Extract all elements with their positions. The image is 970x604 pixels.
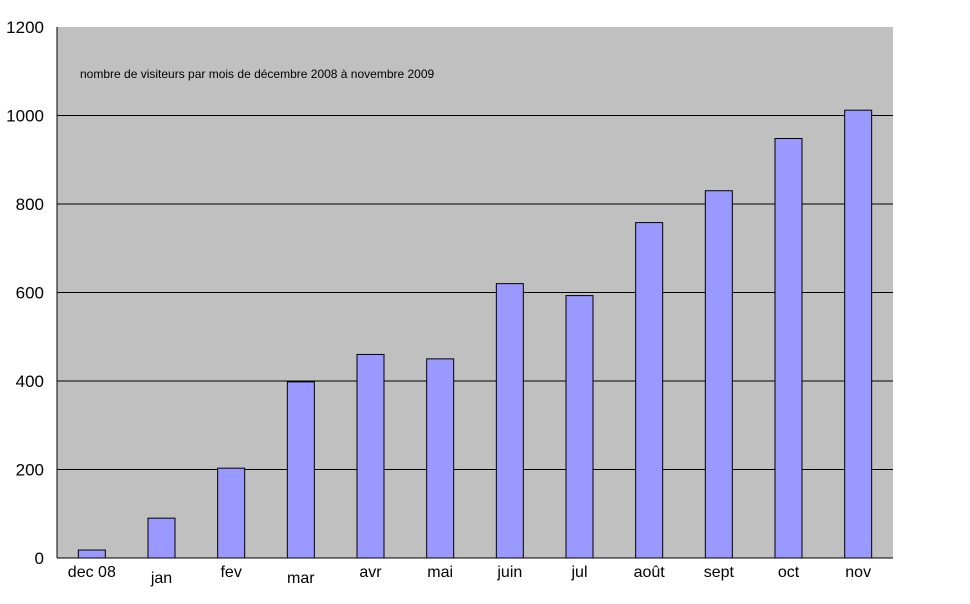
y-tick-label: 1200 (6, 18, 44, 37)
x-tick-label: mai (427, 564, 453, 581)
bar-2 (217, 467, 246, 559)
x-tick-label: jan (150, 570, 172, 587)
x-tick-labels: dec 08 jan fev mar avr mai juin jul août sept oct n… (68, 564, 871, 587)
bar-9 (704, 190, 733, 559)
bar-4 (356, 353, 385, 559)
bar-7 (565, 295, 594, 559)
bar-5 (426, 358, 455, 559)
y-tick-label: 400 (16, 372, 44, 391)
y-tick-label: 0 (35, 549, 44, 568)
y-tick-label: 600 (16, 284, 44, 303)
chart-title: nombre de visiteurs par mois de décembre… (80, 67, 435, 81)
x-tick-label: dec 08 (68, 564, 116, 581)
bars (77, 109, 873, 559)
x-tick-label: août (634, 564, 666, 581)
x-tick-label: mar (287, 570, 315, 587)
x-tick-label: nov (845, 564, 871, 581)
y-tick-label: 800 (16, 195, 44, 214)
x-tick-label: fev (220, 564, 241, 581)
bar-8 (635, 222, 664, 559)
x-tick-label: oct (778, 564, 800, 581)
x-tick-label: avr (359, 564, 382, 581)
bar-10 (774, 138, 803, 559)
bar-3 (286, 381, 315, 559)
y-tick-label: 200 (16, 461, 44, 480)
x-tick-label: jul (570, 564, 587, 581)
x-tick-label: sept (704, 564, 735, 581)
bar-1 (147, 517, 176, 559)
y-tick-label: 1000 (6, 107, 44, 126)
x-tick-label: juin (496, 564, 522, 581)
gridlines (57, 115, 893, 470)
bar-6 (495, 283, 524, 559)
y-tick-labels: 0 200 400 600 800 1000 1200 (6, 18, 44, 568)
bar-11 (844, 109, 873, 559)
bar-0 (77, 549, 106, 559)
